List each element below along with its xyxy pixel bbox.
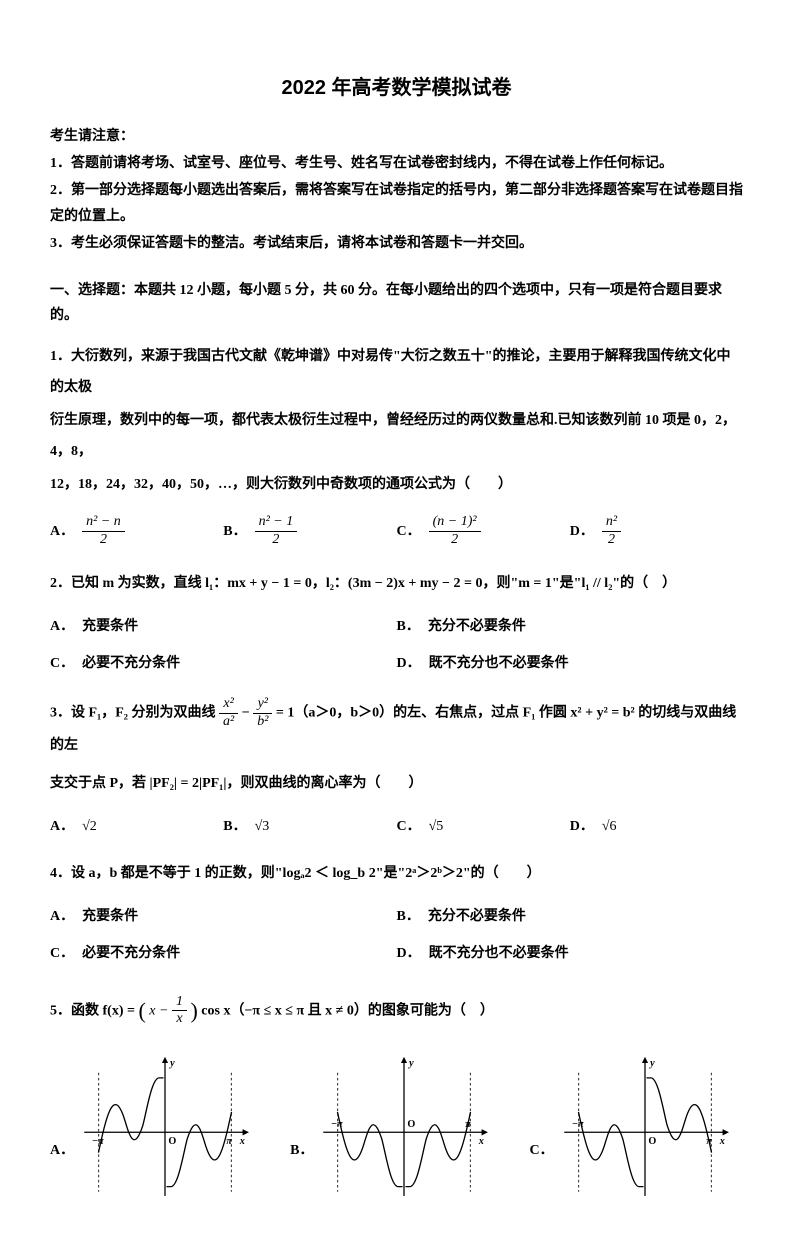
q1-option-a[interactable]: A． n² − n2	[50, 508, 223, 555]
q2-options: A．充要条件 B．充分不必要条件 C．必要不充分条件 D．既不充分也不必要条件	[50, 608, 743, 682]
svg-text:x: x	[718, 1136, 724, 1147]
graph-c: −π π O y x	[560, 1053, 730, 1203]
q2-option-b[interactable]: B．充分不必要条件	[397, 608, 744, 645]
question-1-text: 1．大衍数列，来源于我国古代文献《乾坤谱》中对易传"大衍之数五十"的推论，主要用…	[50, 342, 743, 500]
question-4: 4．设 a，b 都是不等于 1 的正数，则"logₐ2 ＜ log_b 2"是"…	[50, 859, 743, 972]
q1-line2: 衍生原理，数列中的每一项，都代表太极衍生过程中，曾经经历过的两仪数量总和.已知该…	[50, 406, 743, 468]
section-1-intro: 一、选择题：本题共 12 小题，每小题 5 分，共 60 分。在每小题给出的四个…	[50, 278, 743, 328]
question-1: 1．大衍数列，来源于我国古代文献《乾坤谱》中对易传"大衍之数五十"的推论，主要用…	[50, 342, 743, 555]
q4-options: A．充要条件 B．充分不必要条件 C．必要不充分条件 D．既不充分也不必要条件	[50, 898, 743, 972]
exam-title: 2022 年高考数学模拟试卷	[50, 70, 743, 106]
q3-option-a[interactable]: A．√2	[50, 808, 223, 845]
q1-line1: 1．大衍数列，来源于我国古代文献《乾坤谱》中对易传"大衍之数五十"的推论，主要用…	[50, 342, 743, 404]
q1-option-d[interactable]: D． n²2	[570, 508, 743, 555]
q3-option-b[interactable]: B．√3	[223, 808, 396, 845]
svg-text:y: y	[408, 1058, 415, 1069]
q5-text: 5．函数 f(x) = ( (x − x − 1x ) cos x（−π ≤ x…	[50, 987, 743, 1035]
q2-option-d[interactable]: D．既不充分也不必要条件	[397, 645, 744, 682]
graph-a: −π π O y x	[80, 1053, 250, 1203]
instructions-heading: 考生请注意：	[50, 124, 743, 149]
q5-option-b[interactable]: B． −π π O y x	[290, 1053, 489, 1203]
svg-text:x: x	[239, 1136, 245, 1147]
q5-graphs: A． −π π O y x B．	[50, 1053, 743, 1203]
instruction-line-3: 3．考生必须保证答题卡的整洁。考试结束后，请将本试卷和答题卡一并交回。	[50, 231, 743, 256]
q1-line3: 12，18，24，32，40，50，…，则大衍数列中奇数项的通项公式为（ ）	[50, 470, 743, 501]
instructions-block: 考生请注意： 1．答题前请将考场、试室号、座位号、考生号、姓名写在试卷密封线内，…	[50, 124, 743, 256]
graph-b: −π π O y x	[319, 1053, 489, 1203]
q3-option-d[interactable]: D．√6	[570, 808, 743, 845]
q1-options: A． n² − n2 B． n² − 12 C． (n − 1)²2 D． n²…	[50, 508, 743, 555]
instruction-line-1: 1．答题前请将考场、试室号、座位号、考生号、姓名写在试卷密封线内，不得在试卷上作…	[50, 151, 743, 176]
q3-text: 3．设 F₁，F₂ 分别为双曲线 x²a² − y²b² = 1（a＞0，b＞0…	[50, 696, 743, 800]
q4-option-b[interactable]: B．充分不必要条件	[397, 898, 744, 935]
q3-option-c[interactable]: C．√5	[397, 808, 570, 845]
svg-text:x: x	[478, 1136, 484, 1147]
question-5: 5．函数 f(x) = ( (x − x − 1x ) cos x（−π ≤ x…	[50, 987, 743, 1203]
svg-text:O: O	[648, 1136, 656, 1147]
svg-text:π: π	[226, 1136, 232, 1147]
q2-option-c[interactable]: C．必要不充分条件	[50, 645, 397, 682]
q2-text: 2．已知 m 为实数，直线 l₁：mx + y − 1 = 0，l₂：(3m −…	[50, 569, 743, 600]
question-3: 3．设 F₁，F₂ 分别为双曲线 x²a² − y²b² = 1（a＞0，b＞0…	[50, 696, 743, 845]
q4-option-c[interactable]: C．必要不充分条件	[50, 935, 397, 972]
q5-option-c[interactable]: C． −π π O y x	[529, 1053, 729, 1203]
q4-text: 4．设 a，b 都是不等于 1 的正数，则"logₐ2 ＜ log_b 2"是"…	[50, 859, 743, 890]
q5-option-a[interactable]: A． −π π O y x	[50, 1053, 250, 1203]
svg-text:y: y	[648, 1058, 655, 1069]
q4-option-a[interactable]: A．充要条件	[50, 898, 397, 935]
instruction-line-2: 2．第一部分选择题每小题选出答案后，需将答案写在试卷指定的括号内，第二部分非选择…	[50, 178, 743, 228]
svg-text:O: O	[408, 1119, 416, 1130]
q4-option-d[interactable]: D．既不充分也不必要条件	[397, 935, 744, 972]
q3-options: A．√2 B．√3 C．√5 D．√6	[50, 808, 743, 845]
question-2: 2．已知 m 为实数，直线 l₁：mx + y − 1 = 0，l₂：(3m −…	[50, 569, 743, 682]
svg-text:y: y	[168, 1058, 175, 1069]
q1-option-b[interactable]: B． n² − 12	[223, 508, 396, 555]
svg-text:O: O	[169, 1136, 177, 1147]
q1-option-c[interactable]: C． (n − 1)²2	[397, 508, 570, 555]
q2-option-a[interactable]: A．充要条件	[50, 608, 397, 645]
